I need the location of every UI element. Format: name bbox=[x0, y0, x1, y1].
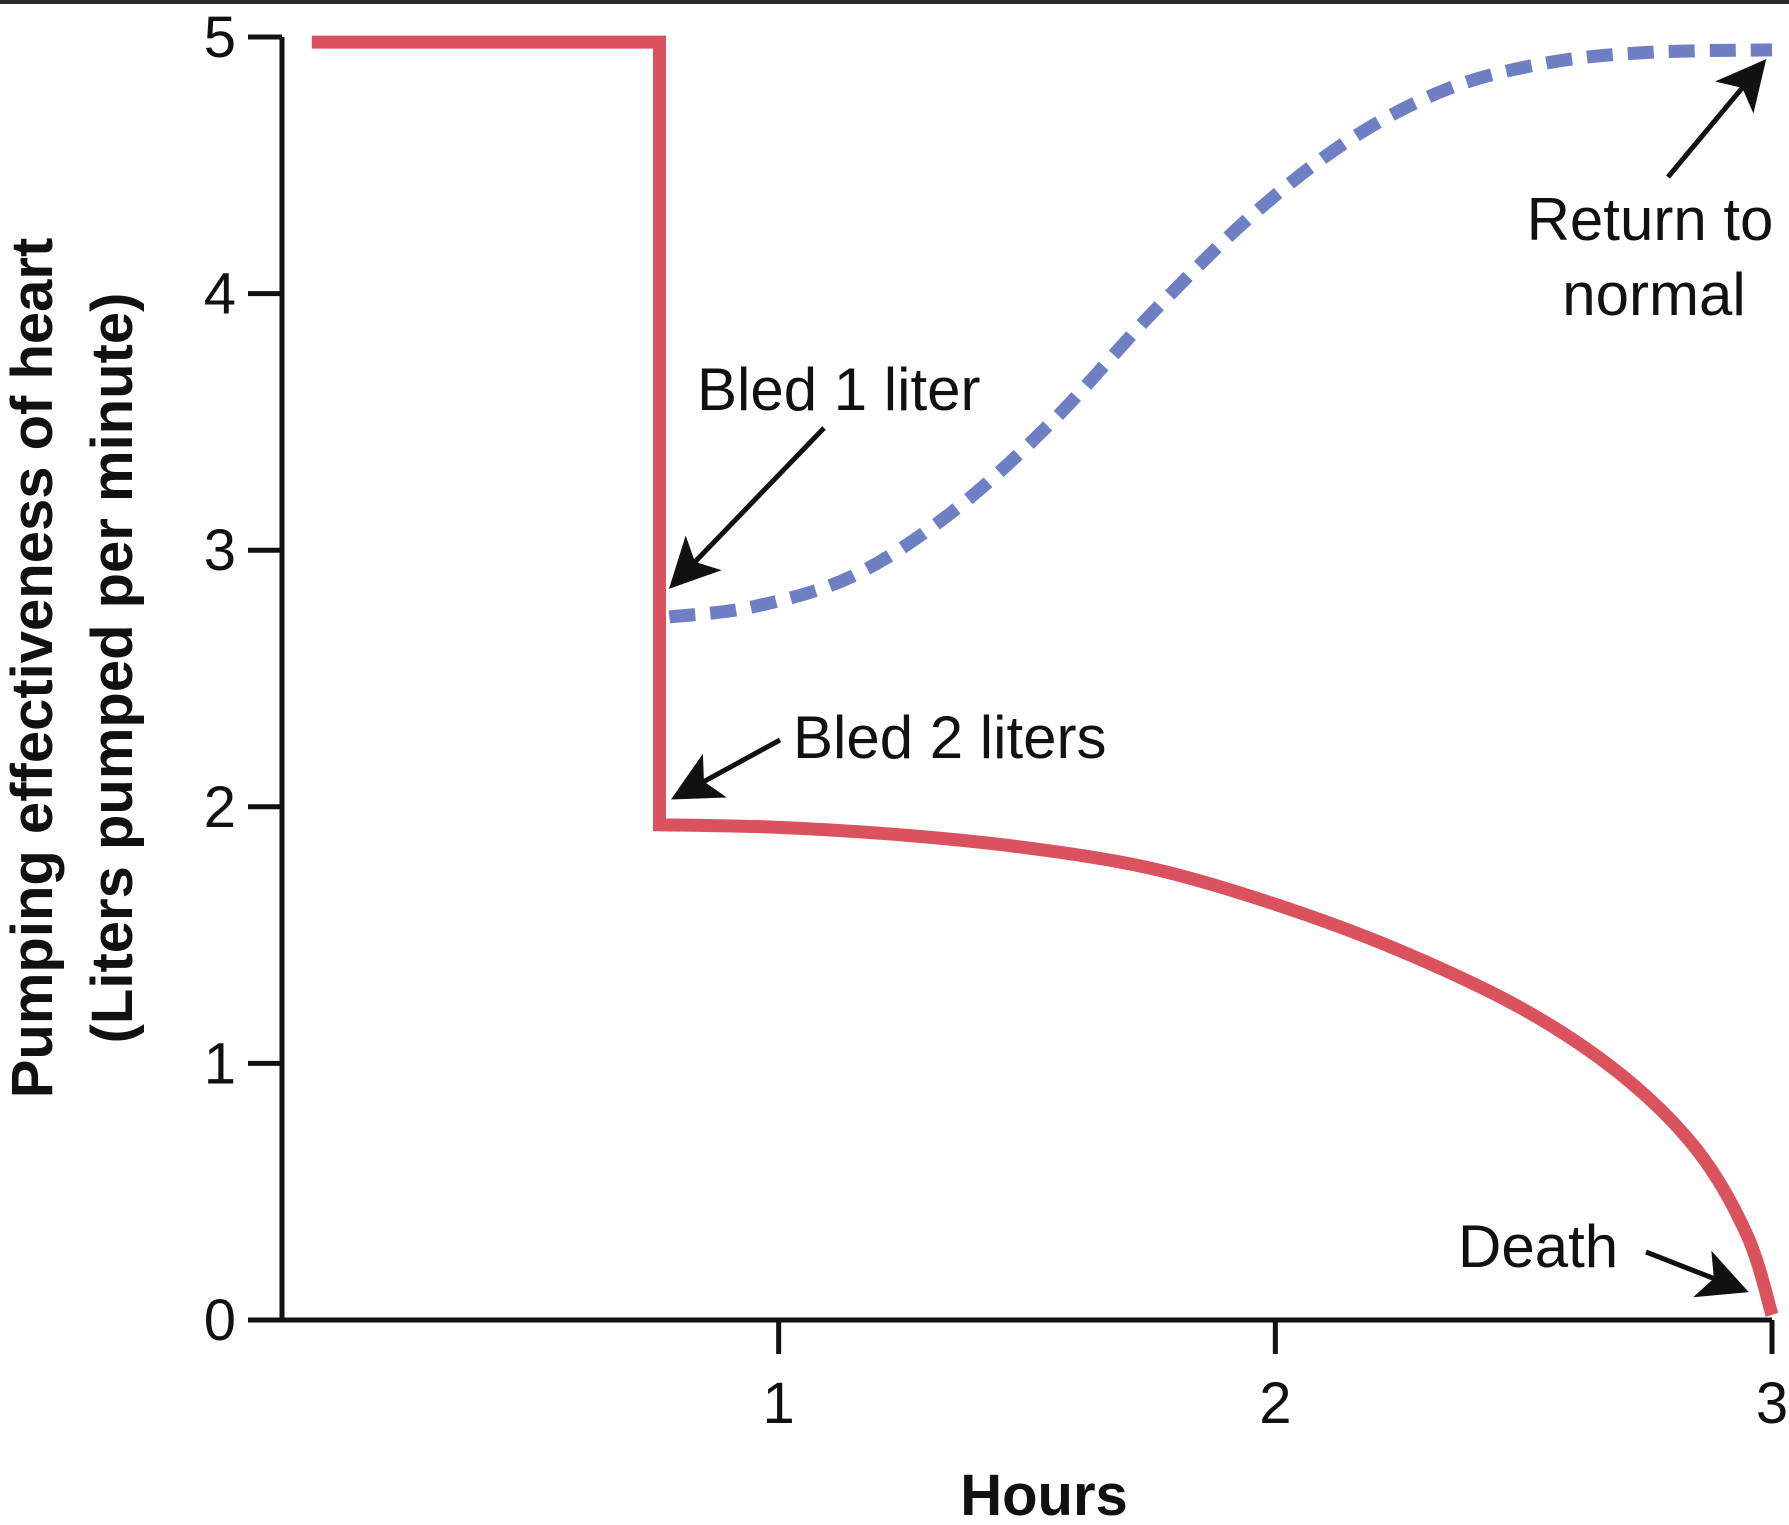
y-axis-title-line1: Pumping effectiveness of heart bbox=[0, 238, 65, 1099]
annotation-return-to-normal-line2: normal bbox=[1562, 261, 1745, 328]
y-tick-label: 4 bbox=[204, 262, 236, 327]
series-line-solid bbox=[311, 35, 1779, 1317]
y-tick-label: 2 bbox=[204, 775, 236, 840]
x-tick-label: 1 bbox=[763, 1371, 795, 1436]
annotation-arrow-bled-2-liters bbox=[671, 737, 782, 800]
y-tick-label: 1 bbox=[204, 1031, 236, 1096]
y-axis-title-line2: (Liters pumped per minute) bbox=[80, 293, 145, 1044]
annotation-return-to-normal-line1: Return to bbox=[1527, 186, 1774, 253]
chart-background bbox=[0, 4, 1789, 1525]
series-line-dashed bbox=[668, 43, 1773, 624]
plot-area: 0 1 2 3 4 5 1 2 3 Hours Pumping effectiveness of h… bbox=[0, 5, 1788, 1525]
annotation-arrow-return-to-normal bbox=[1666, 59, 1767, 179]
y-tick-label: 5 bbox=[204, 5, 236, 70]
annotation-death: Death bbox=[1458, 1213, 1618, 1280]
x-tick-label: 2 bbox=[1259, 1371, 1291, 1436]
annotation-bled-1-liter: Bled 1 liter bbox=[697, 356, 980, 423]
x-axis-title: Hours bbox=[960, 1463, 1128, 1525]
annotation-arrow-death bbox=[1645, 1249, 1749, 1298]
x-tick-label: 3 bbox=[1756, 1371, 1788, 1436]
y-tick-label: 0 bbox=[204, 1288, 236, 1353]
annotation-arrow-bled-1-liter bbox=[668, 426, 826, 589]
y-tick-label: 3 bbox=[204, 518, 236, 583]
annotation-bled-2-liters: Bled 2 liters bbox=[793, 704, 1106, 771]
